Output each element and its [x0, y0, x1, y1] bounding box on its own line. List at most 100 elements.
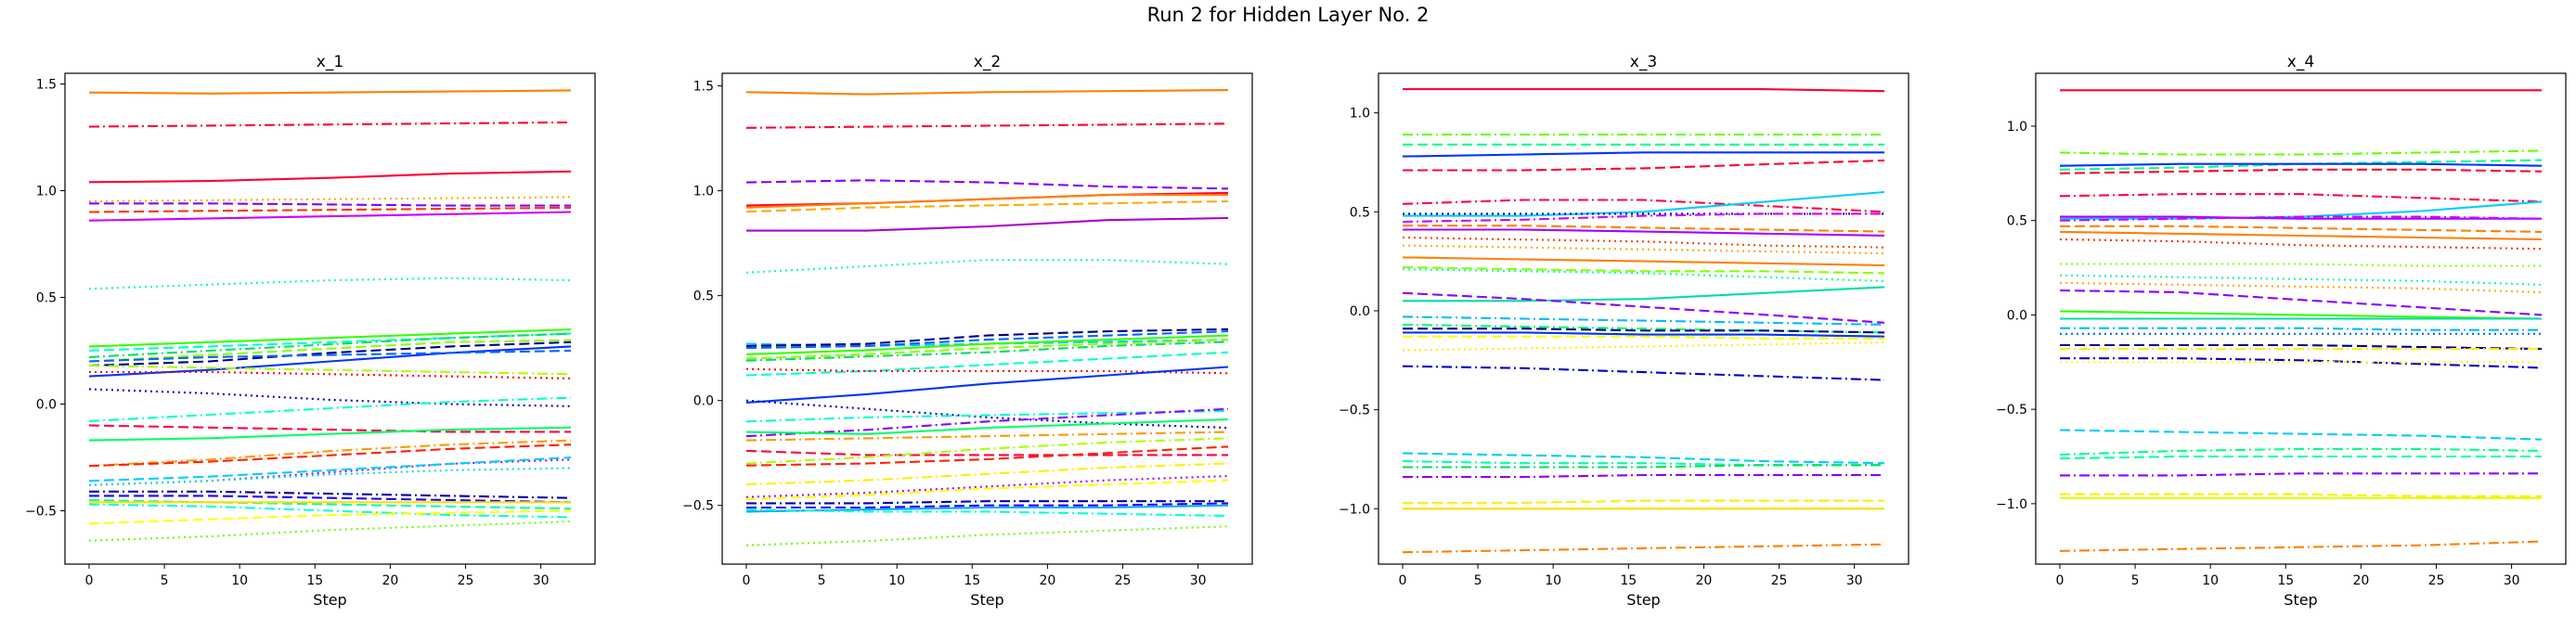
subplot-title: x_3 — [1630, 53, 1657, 71]
series-line-24 — [745, 437, 1229, 465]
series-line-3 — [745, 179, 1229, 190]
series-line-13 — [88, 341, 572, 367]
subplot-3: 0 5 10 15 20 25 30 −1.0 −0.5 0.0 0.5 1.0 x_3 Step — [1339, 53, 1909, 609]
series-line-22 — [88, 439, 572, 468]
series-line-12 — [1402, 236, 1885, 249]
series-line-12 — [2059, 238, 2543, 251]
series-line-17 — [745, 366, 1229, 404]
series-line-11 — [1403, 228, 1885, 237]
y-tick-label: 0.5 — [1350, 205, 1370, 220]
series-line-21 — [88, 426, 572, 442]
series-line-15 — [88, 349, 572, 363]
x-tick-label: 10 — [1545, 573, 1561, 588]
y-tick-label: 0.0 — [693, 394, 714, 409]
series-line-27 — [745, 475, 1229, 498]
series-line-21 — [745, 431, 1229, 442]
series-line-30 — [746, 502, 1229, 509]
subplot-4: 0 5 10 15 20 25 30 −1.0 −0.5 0.0 0.5 1.0 x_4 Step — [1996, 53, 2567, 609]
series-line-16 — [2059, 289, 2543, 316]
series-line-17 — [1403, 286, 1885, 302]
series-line-3 — [88, 170, 572, 184]
series-line-2 — [88, 121, 572, 128]
series-line-19 — [745, 409, 1229, 423]
series-line-12 — [88, 339, 572, 363]
series-line-8 — [745, 259, 1229, 274]
series-line-21 — [1403, 328, 1885, 334]
x-tick-label: 0 — [84, 573, 93, 588]
x-tick-label: 15 — [1620, 573, 1637, 588]
series-line-23 — [745, 449, 1228, 456]
y-tick-label: 0.5 — [2007, 214, 2027, 229]
series-line-10 — [1403, 225, 1885, 233]
x-axis-label: Step — [1626, 591, 1660, 609]
series-line-30 — [1403, 499, 1884, 504]
series-line-23 — [2060, 357, 2543, 369]
series-line-14 — [88, 345, 572, 378]
x-axis-label: Step — [2284, 591, 2317, 609]
x-axis-label: Step — [313, 591, 346, 609]
y-tick-label: −0.5 — [25, 505, 57, 520]
series-line-11 — [745, 330, 1229, 350]
y-tick-label: 0.0 — [2007, 308, 2027, 323]
x-tick-label: 5 — [818, 573, 826, 588]
series-line-8 — [88, 276, 572, 290]
series-line-26 — [89, 490, 572, 499]
series-line-31 — [88, 503, 572, 519]
series-line-5 — [2059, 168, 2543, 174]
series-line-11 — [2059, 230, 2543, 241]
x-tick-label: 25 — [1115, 573, 1132, 588]
series-line-5 — [745, 194, 1228, 209]
subplot-title: x_1 — [317, 53, 343, 71]
axes-frame — [1378, 72, 1909, 565]
x-tick-label: 15 — [964, 573, 980, 588]
y-tick-label: −1.0 — [1996, 497, 2027, 512]
x-tick-label: 30 — [1190, 573, 1207, 588]
series-line-1 — [88, 89, 572, 95]
y-tick-label: −0.5 — [682, 499, 714, 514]
series-line-2 — [2059, 149, 2543, 156]
series-line-18 — [1402, 291, 1885, 324]
series-line-20 — [88, 424, 571, 433]
series-line-32 — [745, 508, 1229, 518]
series-line-17 — [2059, 310, 2543, 320]
x-tick-label: 25 — [2428, 573, 2445, 588]
series-group — [2059, 89, 2543, 552]
x-tick-label: 30 — [1846, 573, 1863, 588]
series-line-16 — [1402, 265, 1885, 275]
y-tick-label: 0.0 — [36, 398, 57, 413]
series-line-14 — [2059, 274, 2543, 286]
series-line-23 — [1403, 335, 1884, 340]
series-line-10 — [88, 332, 572, 353]
series-line-6 — [1402, 199, 1885, 213]
y-tick-label: 0.0 — [1350, 304, 1370, 319]
series-line-25 — [745, 445, 1229, 467]
series-line-13 — [2060, 263, 2542, 267]
y-tick-label: 1.5 — [693, 80, 714, 95]
series-line-2 — [745, 122, 1229, 129]
series-line-20 — [745, 407, 1229, 438]
series-line-25 — [2059, 429, 2543, 441]
y-tick-label: 1.0 — [36, 185, 57, 199]
axes-frame — [64, 72, 596, 565]
series-line-17 — [88, 365, 572, 376]
series-line-28 — [745, 479, 1229, 500]
series-line-6 — [88, 206, 572, 213]
series-line-23 — [88, 443, 572, 468]
series-line-5 — [1403, 159, 1885, 172]
x-tick-label: 30 — [533, 573, 550, 588]
axes-frame — [721, 72, 1253, 565]
x-tick-label: 0 — [1398, 573, 1406, 588]
series-line-32 — [88, 509, 572, 525]
series-line-10 — [2060, 225, 2543, 233]
x-tick-label: 25 — [1771, 573, 1788, 588]
series-line-15 — [1402, 268, 1885, 283]
y-tick-label: −0.5 — [1996, 403, 2027, 418]
series-line-25 — [1402, 365, 1885, 381]
series-line-14 — [745, 341, 1229, 362]
y-tick-label: 1.0 — [2007, 120, 2027, 135]
axes-frame — [2035, 72, 2567, 565]
series-line-29 — [1403, 473, 1884, 479]
x-tick-label: 20 — [1039, 573, 1055, 588]
series-line-4 — [88, 196, 572, 203]
